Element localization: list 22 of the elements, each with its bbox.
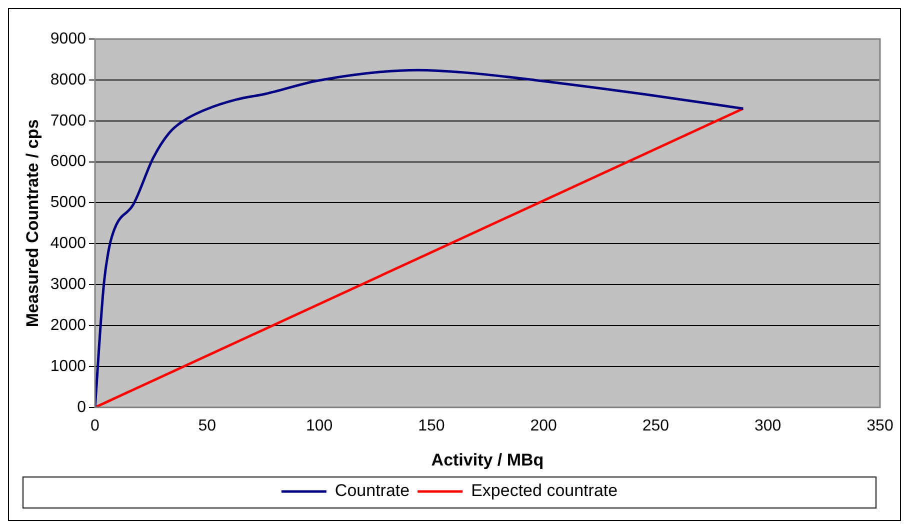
y-tick-label: 3000 (50, 276, 86, 294)
x-tick-label: 150 (418, 417, 445, 434)
x-tick-label: 350 (866, 417, 894, 434)
y-axis-title: Measured Countrate / cps (22, 119, 42, 328)
y-tick-label: 4000 (50, 235, 86, 252)
y-tick-label: 2000 (50, 316, 86, 334)
x-tick-label: 200 (530, 417, 558, 434)
x-tick-label: 250 (642, 417, 670, 434)
y-tick-label: 1000 (50, 358, 86, 375)
y-tick-label: 8000 (50, 71, 86, 88)
x-axis-title: Activity / MBq (431, 450, 544, 470)
x-tick-label: 0 (90, 417, 100, 434)
y-tick-label: 5000 (50, 194, 86, 212)
y-tick-label: 6000 (50, 153, 86, 170)
x-tick-label: 50 (198, 417, 216, 434)
y-tick-label: 0 (77, 398, 86, 416)
x-tick-label: 100 (306, 417, 333, 434)
x-tick-label: 300 (754, 417, 782, 434)
y-tick-label: 9000 (50, 30, 86, 48)
legend-label: Expected countrate (471, 481, 618, 500)
legend-label: Countrate (334, 481, 410, 500)
y-tick-label: 7000 (50, 112, 86, 130)
